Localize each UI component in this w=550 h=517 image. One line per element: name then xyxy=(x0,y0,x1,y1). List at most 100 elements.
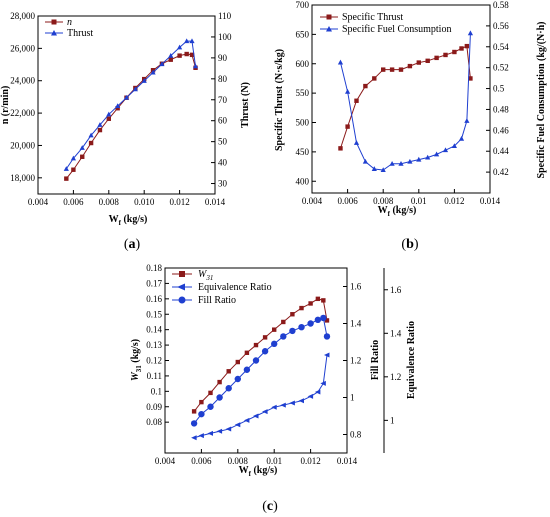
y-left-tick-label: 550 xyxy=(296,88,310,98)
data-point xyxy=(289,400,295,406)
x-tick-label: 0.010 xyxy=(134,197,155,207)
chart-b-xlabel: Wf (kg/s) xyxy=(378,205,417,218)
y-right-tick-label: 0.56 xyxy=(493,21,509,31)
chart-a-plot-frame xyxy=(37,15,216,195)
data-point xyxy=(280,333,287,340)
data-point xyxy=(416,60,421,65)
data-point xyxy=(150,69,156,75)
data-point xyxy=(468,76,473,81)
data-point xyxy=(389,160,395,166)
y-left-tick-label: 600 xyxy=(296,59,310,69)
data-point xyxy=(191,409,197,414)
data-point xyxy=(372,76,377,81)
data-point xyxy=(425,154,431,160)
data-point xyxy=(280,402,286,408)
data-point xyxy=(464,43,470,49)
data-point xyxy=(434,151,440,157)
y-right-tick-label: 0.5 xyxy=(493,84,505,94)
data-point xyxy=(64,176,69,181)
data-point xyxy=(381,67,386,72)
y-left-tick-label: 400 xyxy=(296,176,310,186)
data-point xyxy=(451,143,457,148)
x-tick-label: 0.012 xyxy=(300,456,320,466)
y-right-tick-label: 0.8 xyxy=(350,430,362,440)
data-point xyxy=(132,86,138,92)
y-right-tick-label: 0.44 xyxy=(493,146,509,156)
chart-c-ylabel-right2: Equivalence Ratio xyxy=(406,321,417,399)
chart-a-xlabel: Wf (kg/s) xyxy=(109,214,148,227)
data-point xyxy=(307,320,314,327)
data-point xyxy=(177,53,182,58)
data-point xyxy=(97,122,103,127)
data-point xyxy=(199,399,204,405)
y-left-tick-label: 0.1 xyxy=(151,386,162,396)
x-tick-label: 0.008 xyxy=(228,456,249,466)
data-point xyxy=(88,132,94,138)
chart-a-ylabel-right: Thrust (N) xyxy=(240,82,251,128)
chart-a: 0.004 0.006 0.008 0.010 0.012 0.014 18,000 20,0… xyxy=(0,11,251,227)
data-point xyxy=(253,342,259,348)
data-point xyxy=(235,359,240,365)
y-right-tick-label: 40 xyxy=(218,158,228,168)
data-point xyxy=(225,426,232,432)
data-point xyxy=(315,296,321,302)
y-right-tick-label: 110 xyxy=(218,11,232,21)
y-right-tick-label: 0.58 xyxy=(493,0,509,10)
data-point xyxy=(398,160,404,166)
data-point xyxy=(184,38,190,44)
data-point xyxy=(320,380,326,386)
data-point xyxy=(71,167,76,172)
series-line xyxy=(193,317,328,424)
y-left-tick-label: 18,000 xyxy=(10,173,35,183)
y-left-tick-label: 700 xyxy=(296,0,310,10)
data-point xyxy=(443,52,448,58)
data-point xyxy=(252,357,260,364)
figure-label-b: (b) xyxy=(401,237,418,252)
data-point xyxy=(198,410,205,418)
data-point xyxy=(345,88,351,94)
y-left-tick-label: 0.15 xyxy=(146,309,162,319)
y-right2-tick-label: 1.2 xyxy=(390,372,401,382)
x-tick-label: 0.006 xyxy=(63,197,84,207)
x-tick-label: 0.014 xyxy=(480,196,501,206)
data-point xyxy=(321,298,326,303)
data-point xyxy=(271,404,277,410)
data-point xyxy=(308,301,313,306)
x-tick-label: 0.012 xyxy=(444,196,464,206)
data-point xyxy=(362,158,368,164)
data-point xyxy=(79,145,85,150)
y-right-tick-label: 60 xyxy=(218,116,228,126)
x-tick-label: 0.01 xyxy=(411,196,427,206)
y-right-tick-label: 0.46 xyxy=(493,125,509,135)
data-point xyxy=(354,98,359,103)
data-point xyxy=(416,156,422,162)
data-point xyxy=(353,140,360,145)
x-tick-label: 0.008 xyxy=(99,197,120,207)
data-point xyxy=(452,49,457,55)
x-tick-label: 0.004 xyxy=(302,196,323,206)
x-tick-label: 0.006 xyxy=(337,196,358,206)
y-right2-tick-label: 1 xyxy=(390,415,395,425)
data-point xyxy=(380,167,386,173)
data-point xyxy=(363,83,368,89)
chart-a-legend-n: n xyxy=(67,17,72,28)
y-left-tick-label: 20,000 xyxy=(10,140,35,150)
data-point xyxy=(298,398,304,404)
data-point xyxy=(467,30,474,36)
data-point xyxy=(290,312,295,317)
y-right-tick-label: 90 xyxy=(218,53,228,63)
x-tick-label: 0.004 xyxy=(28,197,49,207)
series-line xyxy=(340,45,471,149)
y-left-tick-label: 0.12 xyxy=(146,356,162,366)
data-point xyxy=(63,166,69,171)
data-point xyxy=(324,318,330,323)
y-left-tick-label: 450 xyxy=(296,147,310,157)
data-point xyxy=(243,417,250,423)
chart-b-plot-frame xyxy=(311,4,491,194)
data-point xyxy=(434,55,439,61)
data-point xyxy=(216,428,223,434)
y-left-tick-label: 26,000 xyxy=(10,43,35,53)
data-point xyxy=(425,58,430,64)
data-point xyxy=(458,135,465,141)
chart-b-ylabel-left: Specific Thrust (N·s/kg) xyxy=(274,49,285,151)
